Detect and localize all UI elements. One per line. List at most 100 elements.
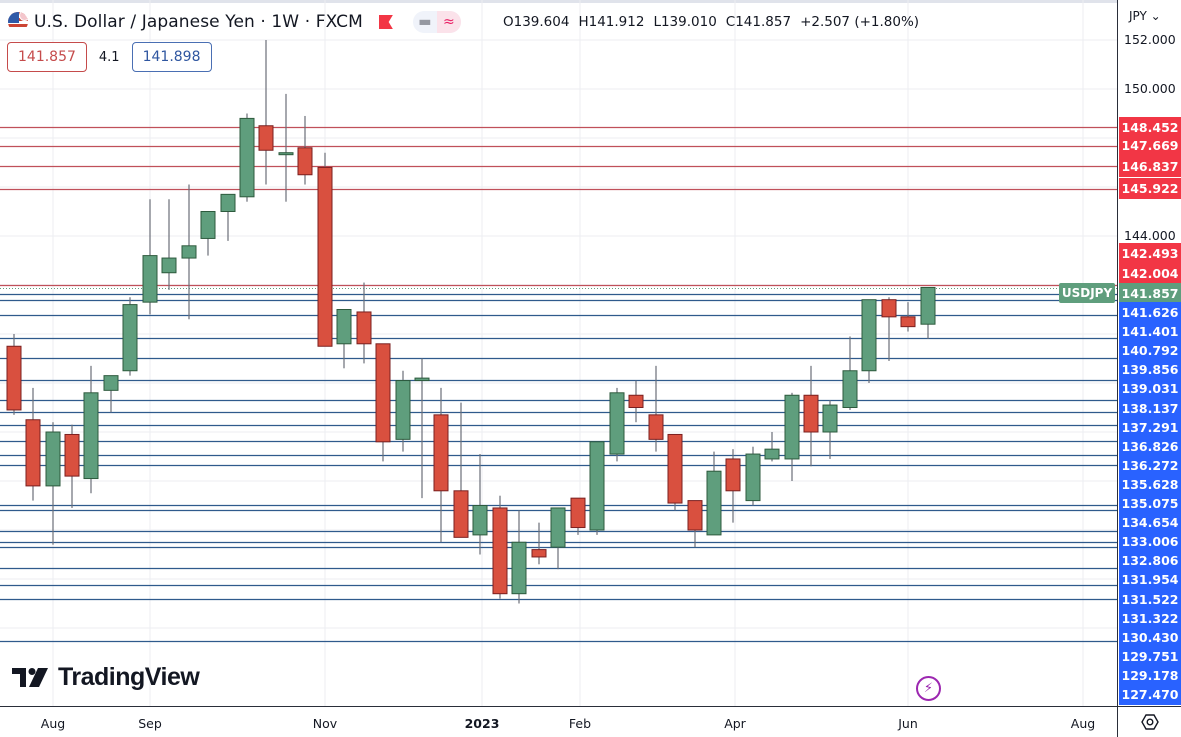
time-label: Aug	[40, 716, 66, 731]
minus-icon[interactable]: ▬	[418, 14, 432, 30]
support-price-label: 139.031	[1119, 378, 1181, 400]
wave-icon[interactable]: ≈	[436, 11, 461, 33]
candle	[356, 311, 372, 345]
candle	[492, 507, 508, 595]
high-value: H141.912	[578, 14, 645, 30]
tradingview-logo[interactable]: TradingView	[12, 663, 200, 692]
time-label: 2023	[464, 716, 500, 731]
tradingview-logo-text: TradingView	[58, 663, 200, 691]
chart-settings-button[interactable]	[1118, 706, 1181, 737]
candle	[142, 255, 158, 303]
flag-marker-icon[interactable]	[378, 15, 393, 29]
time-axis[interactable]: Aug Sep Nov 2023 Feb Apr Jun Aug	[0, 706, 1117, 737]
support-price-label: 133.006	[1119, 531, 1181, 553]
resistance-price-label: 142.004	[1119, 263, 1181, 284]
candle	[161, 257, 177, 274]
candle	[239, 117, 255, 198]
candle	[414, 377, 430, 382]
support-price-label: 131.522	[1119, 588, 1181, 610]
support-price-label: 135.628	[1119, 473, 1181, 495]
time-label: Nov	[312, 716, 338, 731]
candle	[103, 375, 119, 391]
support-price-label: 141.626	[1119, 302, 1181, 323]
time-label: Apr	[724, 716, 746, 731]
time-label: Jun	[898, 716, 918, 731]
candle	[920, 286, 936, 325]
candles	[6, 40, 936, 604]
support-price-label: 127.470	[1119, 684, 1181, 705]
price-tick: 144.000	[1124, 228, 1176, 243]
low-value: L139.010	[653, 14, 717, 30]
support-price-label: 134.654	[1119, 512, 1181, 534]
current-price-label: 141.857	[1119, 283, 1181, 304]
candle	[900, 316, 916, 328]
candle	[472, 505, 488, 536]
support-price-label: 130.430	[1119, 626, 1181, 648]
price-tick: 150.000	[1124, 81, 1176, 96]
candle	[25, 419, 41, 487]
support-price-label: 135.075	[1119, 493, 1181, 514]
candle	[842, 370, 858, 408]
buy-button[interactable]: 141.898	[131, 42, 212, 72]
support-price-label: 141.401	[1119, 321, 1181, 343]
candle	[628, 394, 644, 408]
currency-selector[interactable]: JPY ⌄	[1129, 9, 1161, 23]
candle	[531, 549, 547, 558]
resistance-price-label: 145.922	[1119, 178, 1181, 199]
close-value: C141.857	[725, 14, 792, 30]
candle	[6, 345, 22, 411]
candle	[570, 497, 586, 529]
us-jp-flag-icon	[8, 12, 28, 32]
time-label: Aug	[1070, 716, 1096, 731]
candle	[45, 431, 61, 487]
candle	[395, 380, 411, 440]
top-border	[0, 0, 1181, 3]
candle	[706, 470, 722, 536]
candle	[822, 404, 838, 433]
candlestick-chart[interactable]	[0, 0, 1117, 706]
support-price-label: 131.322	[1119, 607, 1181, 629]
candle	[83, 392, 99, 480]
candle	[725, 458, 741, 492]
time-label: Feb	[568, 716, 592, 731]
candle	[297, 147, 313, 176]
resistance-price-label: 146.837	[1119, 156, 1181, 177]
candle	[258, 125, 274, 151]
resistance-price-label: 148.452	[1119, 117, 1181, 138]
candle	[433, 414, 449, 492]
time-label: Sep	[138, 716, 162, 731]
open-value: O139.604	[503, 14, 570, 30]
indicator-toggle[interactable]: ▬ ≈	[412, 11, 461, 33]
support-price-label: 138.137	[1119, 397, 1181, 419]
candle	[64, 433, 80, 477]
candle	[803, 394, 819, 433]
symbol-legend: U.S. Dollar / Japanese Yen · 1W · FXCM ▬…	[8, 10, 461, 34]
candle	[764, 448, 780, 460]
candle	[667, 433, 683, 504]
support-price-label: 139.856	[1119, 359, 1181, 381]
candle	[122, 304, 138, 372]
candle	[589, 441, 605, 531]
symbol-price-tag: USDJPY	[1059, 283, 1115, 303]
candle	[550, 507, 566, 548]
spread-value: 4.1	[98, 49, 120, 65]
candle	[784, 394, 800, 460]
candle	[317, 166, 333, 347]
candle	[336, 309, 352, 345]
tradingview-logo-icon	[12, 667, 48, 687]
candle	[200, 211, 216, 239]
lightning-event-icon[interactable]: ⚡	[916, 676, 941, 701]
support-price-label: 129.178	[1119, 664, 1181, 686]
support-price-label: 129.751	[1119, 645, 1181, 667]
support-price-label: 137.291	[1119, 416, 1181, 438]
symbol-title[interactable]: U.S. Dollar / Japanese Yen · 1W · FXCM	[34, 12, 363, 32]
candle	[511, 541, 527, 595]
candle	[453, 490, 469, 538]
candle	[648, 414, 664, 440]
sell-button[interactable]: 141.857	[7, 42, 87, 72]
quote-panel: 141.857 4.1 141.898	[7, 42, 212, 72]
candle	[220, 193, 236, 213]
change-value: +2.507 (+1.80%)	[800, 14, 920, 30]
support-price-label: 136.826	[1119, 435, 1181, 457]
support-price-label: 140.792	[1119, 340, 1181, 362]
